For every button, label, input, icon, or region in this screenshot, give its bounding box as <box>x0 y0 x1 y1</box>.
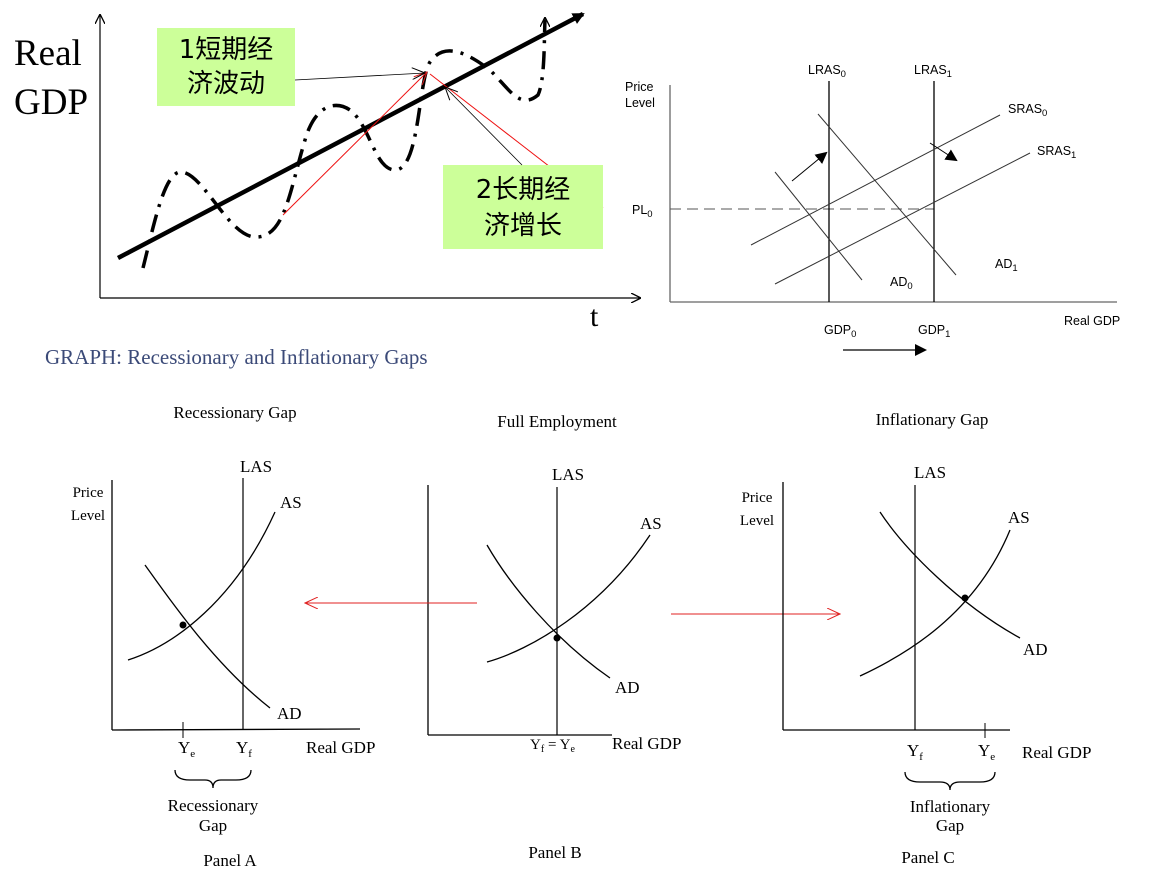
las-label: LAS <box>552 465 584 484</box>
panel-c-title: Inflationary Gap <box>876 410 989 429</box>
gaps-heading: GRAPH: Recessionary and Inflationary Gap… <box>45 345 428 369</box>
ye-label: Ye <box>178 738 195 760</box>
gap-label: Inflationary <box>910 797 991 816</box>
lras-shift-chart: Price Level Real GDP PL0 LRAS0 LRAS1 SRA… <box>625 63 1120 356</box>
y-axis-label: Price <box>73 485 104 501</box>
x-axis <box>111 728 361 731</box>
ad0-line <box>774 171 863 281</box>
ad-label: AD <box>615 678 640 697</box>
y-axis-label: Price <box>625 80 654 94</box>
y-axis-label: GDP <box>14 82 88 123</box>
label-box-growth <box>443 165 603 249</box>
ye-label: Ye <box>978 741 995 763</box>
panel-b: Full Employment LAS AS AD Yf = Ye Real G… <box>427 412 681 862</box>
sras0-line <box>750 114 1001 246</box>
as-label: AS <box>1008 508 1030 527</box>
sras1-line <box>774 152 1031 285</box>
ad1-line <box>817 113 957 276</box>
equilibrium-point <box>553 634 561 642</box>
label-box-fluctuation <box>157 28 295 106</box>
as-label: AS <box>640 514 662 533</box>
ad0-label: AD0 <box>890 275 913 292</box>
ad-curve <box>879 511 1021 639</box>
y-axis-label: Price <box>742 490 773 506</box>
pointer-arrow <box>294 73 425 81</box>
lras1-label: LRAS1 <box>914 63 952 80</box>
ad-label: AD <box>1023 640 1048 659</box>
gdp0-label: GDP0 <box>824 323 856 340</box>
y-axis-label: Level <box>625 96 655 110</box>
sras0-label: SRAS0 <box>1008 102 1047 119</box>
ad1-label: AD1 <box>995 257 1018 274</box>
panel-b-title: Full Employment <box>497 412 617 431</box>
las-label: LAS <box>914 463 946 482</box>
panel-b-label: Panel B <box>528 843 581 862</box>
ad-curve <box>486 544 611 679</box>
ad-shift-arrow <box>791 151 828 182</box>
las-label: LAS <box>240 457 272 476</box>
gap-label: Gap <box>936 816 964 835</box>
fluctuation-label: 济波动 <box>187 69 265 99</box>
gap-label: Recessionary <box>168 796 259 815</box>
gap-label: Gap <box>199 816 227 835</box>
panel-a: Recessionary Gap Price Level LAS AS AD Y… <box>71 403 376 870</box>
growth-label: 济增长 <box>484 211 562 241</box>
sras1-label: SRAS1 <box>1037 144 1076 161</box>
gdp1-label: GDP1 <box>918 323 950 340</box>
sras-shift-arrow <box>929 142 958 162</box>
panel-c: Inflationary Gap Price Level LAS AS AD Y… <box>740 410 1092 867</box>
yf-label: Yf <box>236 738 252 760</box>
x-axis-label: Real GDP <box>1022 743 1091 762</box>
yf-equals-ye-label: Yf = Ye <box>530 737 575 755</box>
panel-a-label: Panel A <box>203 851 257 870</box>
growth-label: 2长期经 <box>476 175 571 205</box>
yf-label: Yf <box>907 741 923 763</box>
red-line <box>282 72 427 216</box>
as-curve <box>127 511 276 661</box>
x-axis-label: Real GDP <box>306 738 375 757</box>
y-axis-label: Level <box>71 508 105 524</box>
panel-a-title: Recessionary Gap <box>173 403 296 422</box>
as-label: AS <box>280 493 302 512</box>
growth-chart: Real GDP t 1短期经 济波动 2长期经 济增长 <box>14 12 640 333</box>
equilibrium-point <box>961 594 969 602</box>
panel-c-label: Panel C <box>901 848 954 867</box>
as-curve <box>486 534 651 663</box>
ad-curve <box>144 564 271 709</box>
x-axis-label: Real GDP <box>612 734 681 753</box>
gap-brace <box>174 769 252 789</box>
pl0-label: PL0 <box>632 203 653 220</box>
lras0-label: LRAS0 <box>808 63 846 80</box>
growth-arrow <box>116 12 585 260</box>
x-axis-label: Real GDP <box>1064 314 1120 328</box>
ad-label: AD <box>277 704 302 723</box>
equilibrium-point <box>179 621 187 629</box>
pointer-arrow <box>445 87 523 166</box>
as-curve <box>859 529 1011 677</box>
y-axis-label: Real <box>14 33 82 74</box>
y-axis-label: Level <box>740 513 774 529</box>
x-axis-label: t <box>590 300 599 333</box>
gap-brace <box>904 771 996 791</box>
fluctuation-label: 1短期经 <box>179 35 274 65</box>
